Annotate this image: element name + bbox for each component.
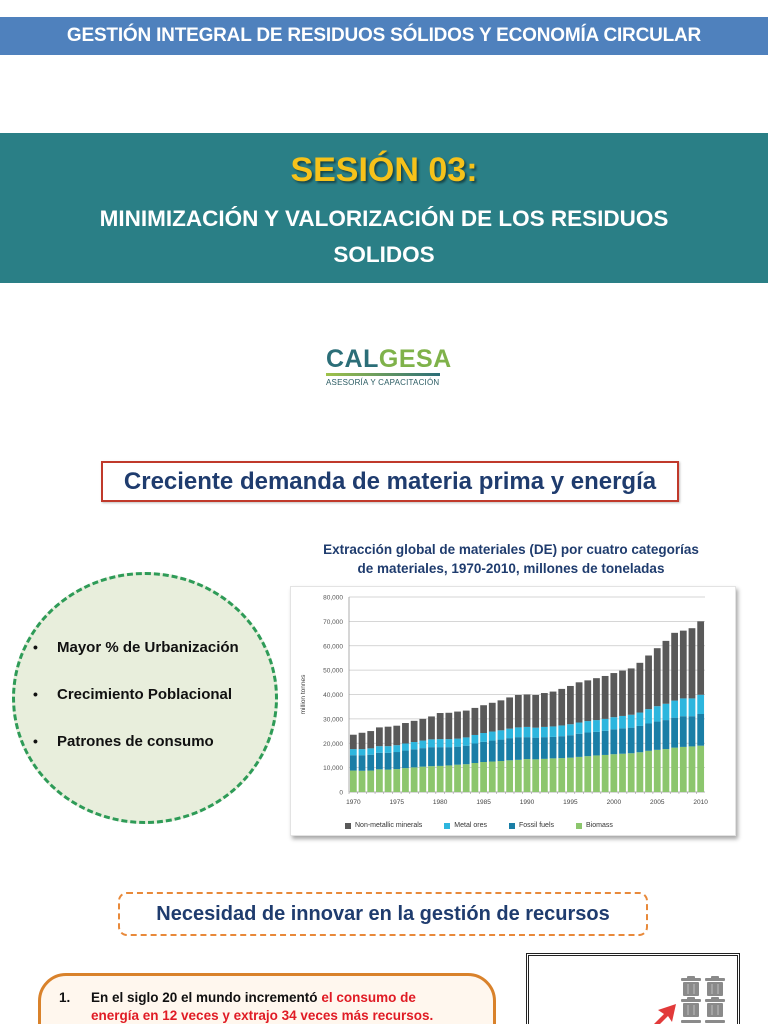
svg-text:1990: 1990 xyxy=(520,799,535,806)
legend-swatch-icon xyxy=(345,822,351,829)
chart-legend: Non-metallic minerals Metal ores Fossil fu… xyxy=(345,822,635,829)
svg-text:1980: 1980 xyxy=(433,799,448,806)
chart-title-line2: de materiales, 1970-2010, millones de to… xyxy=(357,561,665,576)
legend-label: Non-metallic minerals xyxy=(355,822,423,829)
driver-item: • Crecimiento Poblacional xyxy=(33,686,239,733)
svg-text:1975: 1975 xyxy=(390,799,405,806)
logo-word-part1: CAL xyxy=(326,345,379,373)
legend-label: Metal ores xyxy=(454,822,487,829)
fact-text: En el siglo 20 el mundo incrementó xyxy=(91,990,322,1005)
legend-item: Biomass xyxy=(576,822,613,829)
session-subtitle: MINIMIZACIÓN Y VALORIZACIÓN DE LOS RESID… xyxy=(30,201,738,273)
svg-text:70,000: 70,000 xyxy=(323,619,343,626)
legend-label: Biomass xyxy=(586,822,613,829)
svg-text:60,000: 60,000 xyxy=(323,643,343,650)
section-heading-innovation: Necesidad de innovar en la gestión de re… xyxy=(118,892,648,936)
logo-word-part2: GESA xyxy=(378,345,452,373)
svg-text:million tonnes: million tonnes xyxy=(300,674,307,714)
logo-wordmark: CALGESA xyxy=(326,345,451,373)
svg-text:1970: 1970 xyxy=(346,799,361,806)
chart-title-line1: Extracción global de materiales (DE) por… xyxy=(323,542,699,557)
session-subtitle-line1: MINIMIZACIÓN Y VALORIZACIÓN DE LOS RESID… xyxy=(99,206,669,231)
svg-text:2005: 2005 xyxy=(650,799,665,806)
driver-label: Patrones de consumo xyxy=(57,733,214,750)
section-heading-demand-text: Creciente demanda de materia prima y ene… xyxy=(123,467,657,495)
legend-item: Metal ores xyxy=(444,822,487,829)
svg-text:10,000: 10,000 xyxy=(323,765,343,772)
calgesa-logo: CALGESA ASESORÍA Y CAPACITACIÓN xyxy=(326,345,451,390)
red-arrow-up-right-icon xyxy=(654,1004,676,1024)
svg-text:2010: 2010 xyxy=(693,799,708,806)
waste-growth-illustration xyxy=(526,953,740,1024)
section-heading-demand: Creciente demanda de materia prima y ene… xyxy=(101,461,679,502)
fact-line1: 1. En el siglo 20 el mundo incrementó el … xyxy=(59,989,493,1007)
legend-item: Fossil fuels xyxy=(508,822,554,829)
logo-underline xyxy=(326,373,440,376)
svg-text:30,000: 30,000 xyxy=(323,716,343,723)
session-label: SESIÓN 03: xyxy=(290,151,478,189)
svg-text:80,000: 80,000 xyxy=(323,595,343,602)
section-heading-innovation-text: Necesidad de innovar en la gestión de re… xyxy=(156,902,610,925)
svg-text:20,000: 20,000 xyxy=(323,741,343,748)
fact-number: 1. xyxy=(59,990,71,1005)
legend-item: Non-metallic minerals xyxy=(345,822,422,829)
legend-swatch-icon xyxy=(576,822,582,829)
fact-highlight: el consumo de xyxy=(321,990,416,1005)
legend-label: Fossil fuels xyxy=(518,822,554,829)
driver-label: Crecimiento Poblacional xyxy=(57,686,233,703)
drivers-circle: • Mayor % de Urbanización • Crecimiento Po… xyxy=(12,572,278,824)
driver-label: Mayor % de Urbanización xyxy=(57,639,239,656)
logo-tagline: ASESORÍA Y CAPACITACIÓN xyxy=(326,378,440,387)
driver-item: • Patrones de consumo xyxy=(33,733,239,780)
bullet-icon: • xyxy=(33,733,38,749)
legend-swatch-icon xyxy=(508,822,515,829)
bullet-icon: • xyxy=(33,686,38,702)
svg-text:0: 0 xyxy=(339,790,343,797)
svg-text:40,000: 40,000 xyxy=(323,692,343,699)
course-title: GESTIÓN INTEGRAL DE RESIDUOS SÓLIDOS Y E… xyxy=(66,25,702,46)
course-title-banner: GESTIÓN INTEGRAL DE RESIDUOS SÓLIDOS Y E… xyxy=(0,17,768,55)
svg-text:2000: 2000 xyxy=(607,799,622,806)
drivers-list: • Mayor % de Urbanización • Crecimiento Po… xyxy=(33,639,239,780)
fact-callout: 1. En el siglo 20 el mundo incrementó el … xyxy=(38,973,496,1024)
session-subtitle-line2: SOLIDOS xyxy=(333,242,435,267)
fact-highlight-line2: energía en 12 veces y extrajo 34 veces m… xyxy=(91,1008,434,1023)
svg-text:1995: 1995 xyxy=(563,799,578,806)
bullet-icon: • xyxy=(33,639,38,655)
trash-can-icon xyxy=(681,976,725,1023)
legend-swatch-icon xyxy=(444,822,451,829)
svg-text:50,000: 50,000 xyxy=(323,668,343,675)
session-title-band: SESIÓN 03: MINIMIZACIÓN Y VALORIZACIÓN D… xyxy=(0,133,768,283)
chart-title: Extracción global de materiales (DE) por… xyxy=(288,540,734,578)
svg-text:1985: 1985 xyxy=(476,799,491,806)
chart-plot: 0 10,000 20,000 30,000 40,000 50,000 60,000 70,… xyxy=(300,595,708,807)
stacked-bar-chart: 0 10,000 20,000 30,000 40,000 50,000 60,000 70,… xyxy=(290,586,736,836)
driver-item: • Mayor % de Urbanización xyxy=(33,639,239,686)
